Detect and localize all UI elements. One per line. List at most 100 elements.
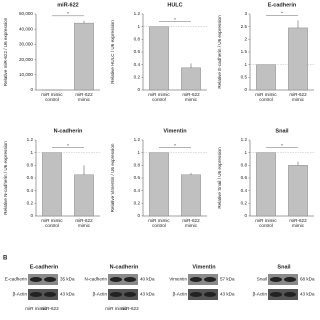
band-label: E-cadherin bbox=[5, 277, 28, 282]
y-axis-label: Relative Snail / U6 expression bbox=[217, 147, 222, 209]
blot-image bbox=[268, 274, 298, 285]
band-size: 40 kDa bbox=[140, 277, 155, 282]
chart-title: Vimentin bbox=[163, 128, 187, 134]
y-tick-label: 1 bbox=[244, 62, 247, 67]
blot-image bbox=[268, 289, 298, 300]
x-tick-label: miR mimic control bbox=[255, 218, 277, 228]
y-axis-label: Relative E-cadherin / U6 expression bbox=[217, 15, 222, 89]
blot-band bbox=[124, 277, 136, 282]
blot-image bbox=[108, 289, 138, 300]
chart-title: Snail bbox=[275, 128, 289, 134]
significance-label: * bbox=[281, 143, 283, 148]
x-tick-label: miR mimic control bbox=[255, 92, 277, 102]
blot-band bbox=[44, 292, 56, 297]
significance-label: * bbox=[67, 11, 69, 16]
y-tick-label: 0.2 bbox=[27, 201, 34, 206]
blot-band bbox=[124, 292, 136, 297]
blot-band bbox=[190, 277, 202, 282]
blot-band bbox=[204, 277, 216, 282]
x-tick-label: miR mimic control bbox=[41, 92, 63, 102]
significance-label: * bbox=[174, 17, 176, 22]
y-tick-label: 1 bbox=[244, 150, 247, 155]
significance-label: * bbox=[67, 143, 69, 148]
y-axis-label: Relative HULC / U6 expression bbox=[110, 20, 115, 84]
blot-band bbox=[44, 277, 56, 282]
bar bbox=[256, 64, 276, 91]
blot-band bbox=[30, 277, 42, 282]
bar bbox=[74, 174, 94, 217]
band-label: β-Actin bbox=[173, 292, 188, 297]
bar bbox=[288, 165, 308, 217]
band-size: 35 kDa bbox=[60, 277, 75, 282]
y-tick-label: 0.6 bbox=[134, 49, 141, 54]
significance-label: * bbox=[281, 11, 283, 16]
blot-image bbox=[108, 274, 138, 285]
chart-title: E-cadherin bbox=[268, 2, 297, 8]
y-tick-label: 50,000 bbox=[19, 11, 33, 16]
x-tick-label: miR-622 mimic bbox=[75, 92, 93, 102]
blot-band bbox=[30, 292, 42, 297]
blot-image bbox=[188, 274, 218, 285]
y-tick-label: 1.2 bbox=[134, 11, 141, 16]
y-tick-label: 0.8 bbox=[27, 163, 34, 168]
bar bbox=[74, 22, 94, 91]
blot-band bbox=[284, 292, 296, 297]
x-tick-label: miR mimic control bbox=[148, 218, 170, 228]
y-tick-label: 0 bbox=[244, 87, 247, 92]
y-tick-label: 1 bbox=[137, 24, 140, 29]
y-tick-label: 0.8 bbox=[134, 163, 141, 168]
blot-band bbox=[270, 292, 282, 297]
bar bbox=[288, 27, 308, 91]
bar bbox=[42, 152, 62, 217]
y-tick-label: 3 bbox=[244, 11, 247, 16]
blot-band bbox=[110, 277, 122, 282]
y-tick-label: 30,000 bbox=[19, 42, 33, 47]
chart-title: HULC bbox=[167, 2, 182, 8]
band-size: 57 kDa bbox=[220, 277, 235, 282]
blot-band bbox=[284, 277, 296, 282]
blot-band bbox=[110, 292, 122, 297]
blot-band bbox=[270, 277, 282, 282]
y-axis-label: Relative Vimentin / U6 expression bbox=[110, 143, 115, 212]
x-tick-label: miR mimic control bbox=[148, 92, 170, 102]
bar bbox=[149, 152, 169, 217]
band-label: Snail bbox=[257, 277, 267, 282]
y-tick-label: 0 bbox=[137, 87, 140, 92]
blot-title: N-cadherin bbox=[110, 264, 139, 270]
band-size: 68 kDa bbox=[300, 277, 315, 282]
band-label: β-Actin bbox=[253, 292, 268, 297]
y-tick-label: 0 bbox=[30, 213, 33, 218]
y-tick-label: 1 bbox=[30, 150, 33, 155]
lane-label: miR-622 bbox=[121, 306, 139, 311]
y-tick-label: 0 bbox=[30, 87, 33, 92]
y-tick-label: 0.4 bbox=[27, 188, 34, 193]
band-label: N-cadherin bbox=[85, 277, 108, 282]
blot-band bbox=[204, 292, 216, 297]
chart-title: miR-622 bbox=[57, 2, 78, 8]
panel-label: B bbox=[3, 256, 8, 262]
band-label: β-Actin bbox=[13, 292, 28, 297]
y-tick-label: 2 bbox=[244, 37, 247, 42]
blot-image bbox=[188, 289, 218, 300]
y-tick-label: 0.4 bbox=[134, 62, 141, 67]
y-tick-label: 10,000 bbox=[19, 72, 33, 77]
y-tick-label: 2.5 bbox=[241, 24, 248, 29]
x-tick-label: miR-622 mimic bbox=[182, 218, 200, 228]
bar bbox=[181, 67, 201, 91]
y-axis-label: Relative N-cadherin / U6 expression bbox=[3, 141, 8, 215]
band-size: 43 kDa bbox=[140, 292, 155, 297]
band-label: β-Actin bbox=[93, 292, 108, 297]
x-tick-label: miR-622 mimic bbox=[289, 92, 307, 102]
bar bbox=[256, 152, 276, 217]
lane-label: miR mimic bbox=[25, 306, 47, 311]
y-tick-label: 0.2 bbox=[134, 201, 141, 206]
blot-title: Snail bbox=[277, 264, 291, 270]
band-size: 43 kDa bbox=[60, 292, 75, 297]
y-tick-label: 1.2 bbox=[134, 137, 141, 142]
blot-title: E-cadherin bbox=[30, 264, 59, 270]
y-tick-label: 0 bbox=[137, 213, 140, 218]
band-size: 43 kDa bbox=[220, 292, 235, 297]
bar bbox=[149, 26, 169, 91]
